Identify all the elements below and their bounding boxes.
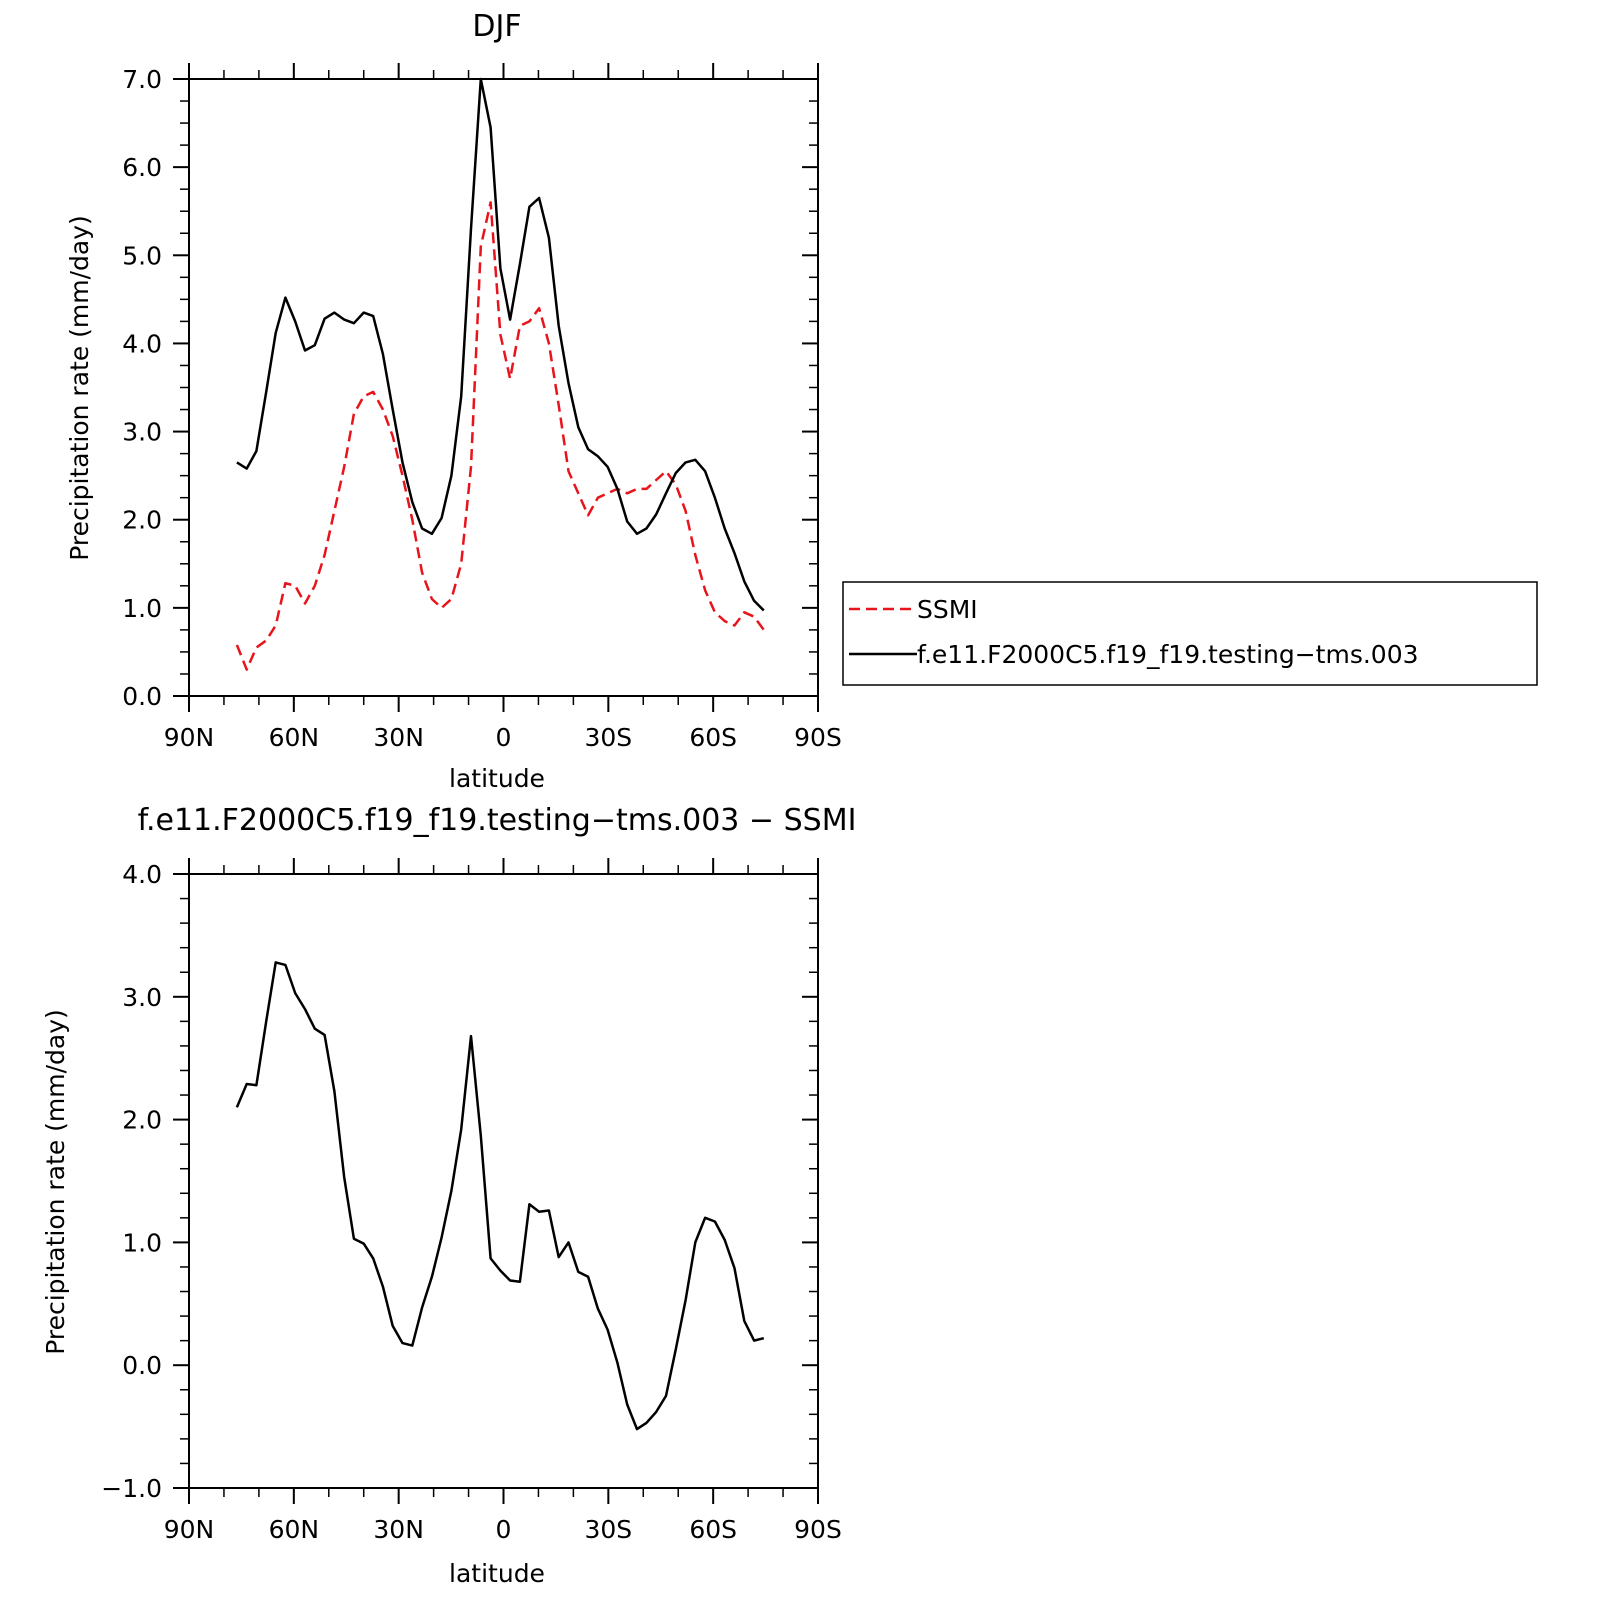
legend-box [842, 581, 1538, 686]
series-lines [235, 961, 765, 1431]
y-tick-label: 0.0 [122, 682, 162, 711]
x-tick-label: 30S [584, 1515, 632, 1544]
chart-title: DJF [472, 9, 521, 44]
x-tick-label: 60S [689, 723, 737, 752]
y-tick-label: 2.0 [122, 506, 162, 535]
y-tick-label: 2.0 [122, 1106, 162, 1135]
plot-frame [188, 873, 819, 1489]
series-lines [235, 77, 765, 671]
chart-djf: DJF 90N 60N 30N 0 30S 60S 90S 0.0 1.0 2.0 3.0 4.0 5… [65, 9, 1538, 793]
ticks [173, 858, 819, 1504]
x-tick-label: 90N [164, 1515, 215, 1544]
series-line-0 [235, 961, 765, 1431]
x-tick-label: 90N [164, 723, 215, 752]
series-line-1 [236, 77, 765, 612]
chart-title: f.e11.F2000C5.f19_f19.testing−tms.003 − … [138, 803, 857, 838]
x-tick-label: 60S [689, 1515, 737, 1544]
x-tick-label: 30N [373, 1515, 424, 1544]
y-tick-label: 7.0 [122, 65, 162, 94]
x-tick-label: 0 [496, 723, 512, 752]
y-tick-label: −1.0 [101, 1474, 162, 1503]
x-axis-label: latitude [449, 764, 545, 793]
y-tick-label: 4.0 [122, 860, 162, 889]
y-tick-label: 0.0 [122, 1351, 162, 1380]
x-tick-label: 90S [794, 1515, 842, 1544]
x-tick-label: 60N [269, 723, 320, 752]
y-tick-labels: 0.0 1.0 2.0 3.0 4.0 5.0 6.0 7.0 [122, 65, 162, 711]
x-tick-label: 90S [794, 723, 842, 752]
y-tick-label: 3.0 [122, 983, 162, 1012]
x-tick-label: 30S [584, 723, 632, 752]
x-axis-label: latitude [449, 1559, 545, 1588]
x-tick-labels: 90N 60N 30N 0 30S 60S 90S [164, 1515, 842, 1544]
legend-label-ssmi: SSMI [917, 595, 978, 624]
x-tick-label: 0 [496, 1515, 512, 1544]
ticks [173, 63, 819, 712]
y-tick-label: 1.0 [122, 1228, 162, 1257]
x-tick-label: 30N [373, 723, 424, 752]
legend: SSMI f.e11.F2000C5.f19_f19.testing−tms.0… [842, 581, 1538, 686]
legend-label-model: f.e11.F2000C5.f19_f19.testing−tms.003 [917, 640, 1419, 669]
y-tick-label: 1.0 [122, 594, 162, 623]
y-tick-label: 3.0 [122, 418, 162, 447]
plot-frame [188, 78, 819, 697]
series-line-0 [235, 201, 765, 671]
y-tick-label: 5.0 [122, 241, 162, 270]
y-tick-label: 4.0 [122, 329, 162, 358]
x-tick-labels: 90N 60N 30N 0 30S 60S 90S [164, 723, 842, 752]
chart-difference: f.e11.F2000C5.f19_f19.testing−tms.003 − … [41, 803, 856, 1588]
x-tick-label: 60N [269, 1515, 320, 1544]
y-axis-label: Precipitation rate (mm/day) [41, 1009, 70, 1355]
y-axis-label: Precipitation rate (mm/day) [65, 215, 94, 561]
y-tick-labels: −1.0 0.0 1.0 2.0 3.0 4.0 [101, 860, 162, 1503]
y-tick-label: 6.0 [122, 153, 162, 182]
